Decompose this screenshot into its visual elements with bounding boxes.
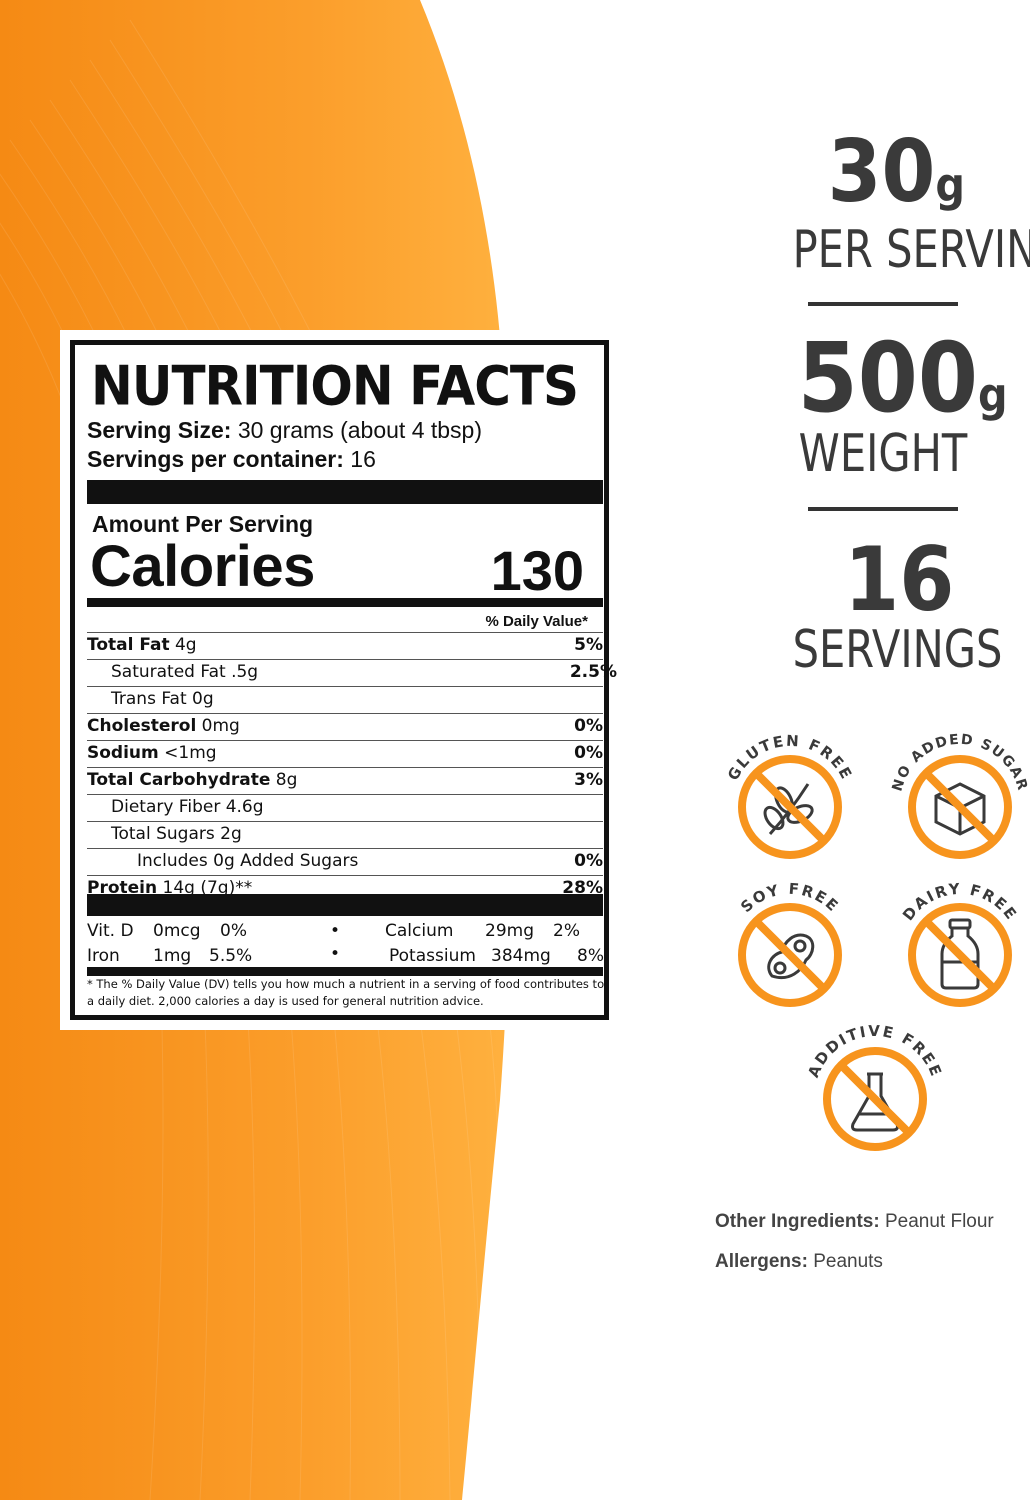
- calcium-amount: 29mg: [485, 921, 534, 941]
- calories-label: Calories: [90, 534, 315, 599]
- stat-number: 16: [844, 528, 955, 631]
- medium-divider-2: [87, 967, 603, 976]
- vitd-name: Vit. D: [87, 921, 134, 941]
- potassium-name: Potassium: [389, 946, 476, 966]
- stat-number: 30g: [827, 122, 965, 222]
- nutrient-row-protein: Protein 14g (7g)** 28%: [87, 875, 603, 902]
- badge-additive-free: ADDITIVE FREE: [804, 1022, 944, 1151]
- other-ingredients: Other Ingredients: Peanut Flour: [715, 1211, 994, 1233]
- badge-no-added-sugar: NO ADDED SUGAR: [889, 732, 1029, 859]
- potassium-amount: 384mg: [491, 946, 551, 966]
- nutrient-row-saturated-fat: Saturated Fat .5g 2.5%: [87, 659, 617, 686]
- stat-label: WEIGHT: [798, 424, 968, 484]
- stat-divider: [808, 302, 958, 306]
- badge-soy-free: SOY FREE: [737, 880, 842, 1007]
- amount-per-serving: Amount Per Serving: [92, 511, 314, 537]
- daily-value-header: % Daily Value*: [485, 613, 588, 630]
- nutrient-row-total-carbohydrate: Total Carbohydrate 8g 3%: [87, 767, 603, 794]
- label-title: NUTRITION FACTS: [91, 355, 579, 418]
- medium-divider: [87, 598, 603, 607]
- nutrient-row-trans-fat: Trans Fat 0g: [87, 686, 603, 713]
- servings-label: Servings per container:: [87, 446, 344, 472]
- iron-amount: 1mg: [153, 946, 192, 966]
- stat-label: PER SERVING: [792, 220, 1030, 280]
- nutrient-row-total-fat: Total Fat 4g 5%: [87, 632, 603, 659]
- nutrient-row-added-sugars: Includes 0g Added Sugars 0%: [87, 848, 603, 875]
- nutrient-row-total-sugars: Total Sugars 2g: [87, 821, 603, 848]
- nutrient-rows: Total Fat 4g 5% Saturated Fat .5g 2.5% Tra…: [87, 632, 617, 902]
- badge-gluten-free: GLUTEN FREE: [724, 732, 854, 859]
- thick-divider-2: [87, 894, 603, 916]
- servings-value: 16: [343, 446, 376, 472]
- allergens-label: Allergens:: [715, 1251, 808, 1272]
- iron-pct: 5.5%: [209, 946, 253, 966]
- other-ingredients-value: Peanut Flour: [879, 1211, 994, 1232]
- calories-value: 130: [490, 539, 584, 602]
- bullet: •: [330, 921, 341, 941]
- potassium-pct: 8%: [577, 946, 604, 966]
- stat-divider: [808, 507, 958, 511]
- allergens: Allergens: Peanuts: [715, 1251, 883, 1273]
- allergens-value: Peanuts: [807, 1251, 883, 1272]
- nutrition-facts-label: NUTRITION FACTS Serving Size: 30 grams (…: [70, 340, 617, 1020]
- calcium-name: Calcium: [385, 921, 454, 941]
- serving-size: Serving Size: 30 grams (about 4 tbsp): [87, 417, 482, 444]
- daily-value-footnote: * The % Daily Value (DV) tells you how m…: [87, 977, 605, 1008]
- vitd-amount: 0mcg: [153, 921, 201, 941]
- nutrient-row-sodium: Sodium <1mg 0%: [87, 740, 603, 767]
- servings-per-container: Servings per container: 16: [87, 446, 376, 473]
- stat-number: 500g: [797, 322, 1008, 434]
- nutrient-row-dietary-fiber: Dietary Fiber 4.6g: [87, 794, 603, 821]
- nutrient-row-cholesterol: Cholesterol 0mg 0%: [87, 713, 603, 740]
- badge-dairy-free: DAIRY FREE: [899, 880, 1021, 1007]
- serving-size-value: 30 grams (about 4 tbsp): [231, 417, 483, 443]
- thick-divider: [87, 480, 603, 504]
- iron-name: Iron: [87, 946, 120, 966]
- stat-label: SERVINGS: [792, 620, 1003, 680]
- other-ingredients-label: Other Ingredients:: [715, 1211, 880, 1232]
- serving-size-label: Serving Size:: [87, 417, 232, 443]
- svg-text:DAIRY FREE: DAIRY FREE: [899, 880, 1021, 924]
- calcium-pct: 2%: [553, 921, 580, 941]
- vitd-pct: 0%: [220, 921, 247, 941]
- bullet: •: [330, 944, 341, 964]
